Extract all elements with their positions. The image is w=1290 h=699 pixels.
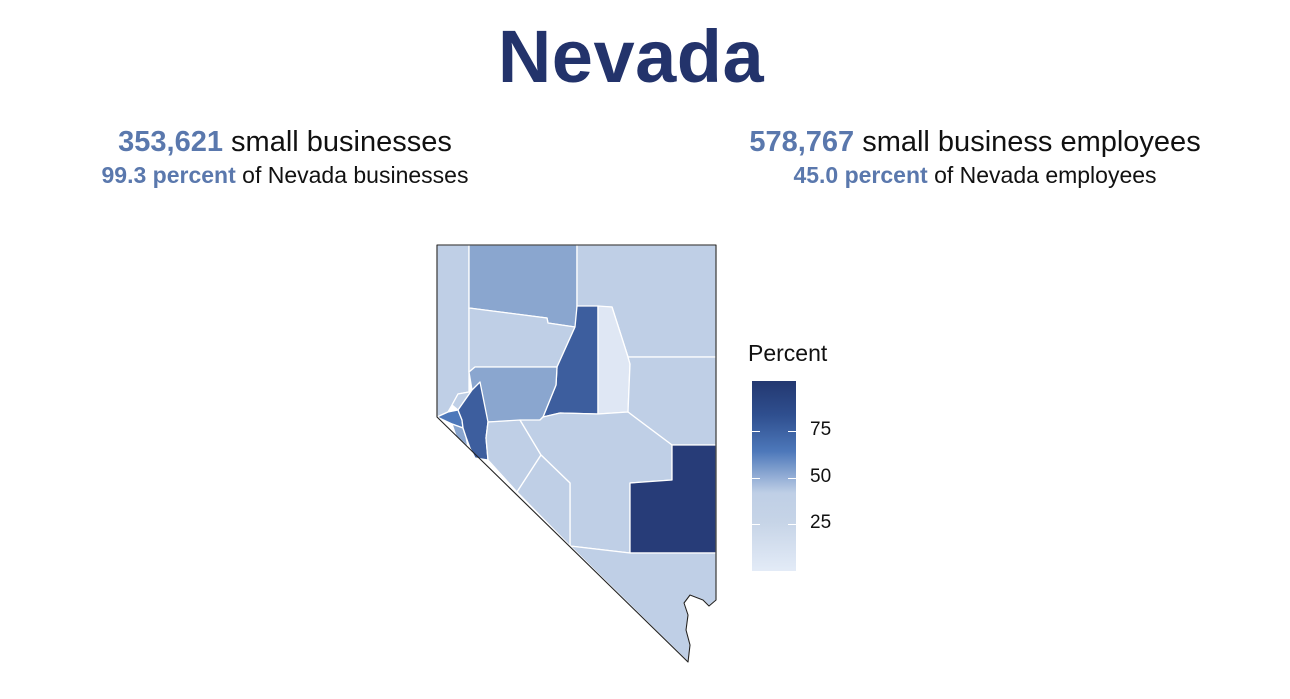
page-title: Nevada bbox=[497, 15, 765, 98]
employees-count: 578,767 bbox=[749, 126, 855, 158]
employees-percent: 45.0 percent bbox=[793, 162, 928, 188]
state-outline bbox=[436, 244, 717, 663]
small-businesses-count: 353,621 bbox=[118, 126, 223, 158]
employees-percent-label: of Nevada employees bbox=[934, 162, 1157, 188]
legend-tick-label: 75 bbox=[810, 419, 832, 441]
county-douglas bbox=[451, 423, 469, 448]
legend-tick-mark bbox=[752, 477, 796, 479]
legend-tick-label: 50 bbox=[810, 465, 832, 487]
legend-title: Percent bbox=[748, 340, 828, 366]
small-businesses-percent-label: of Nevada businesses bbox=[242, 162, 469, 188]
small-businesses-stat: 353,621 small businesses 99.3 percent of… bbox=[55, 124, 515, 190]
county-clark bbox=[569, 545, 717, 663]
legend-tick-mark bbox=[752, 431, 796, 433]
legend-color-bar bbox=[752, 381, 796, 571]
county-washoe bbox=[436, 244, 470, 418]
legend-tick-mark bbox=[752, 524, 796, 526]
small-business-employees-stat: 578,767 small business employees 45.0 pe… bbox=[720, 124, 1230, 190]
employees-label: small business employees bbox=[862, 126, 1201, 158]
legend-tick-label: 25 bbox=[810, 512, 832, 534]
small-businesses-percent: 99.3 percent bbox=[101, 162, 236, 188]
small-businesses-label: small businesses bbox=[231, 126, 452, 158]
